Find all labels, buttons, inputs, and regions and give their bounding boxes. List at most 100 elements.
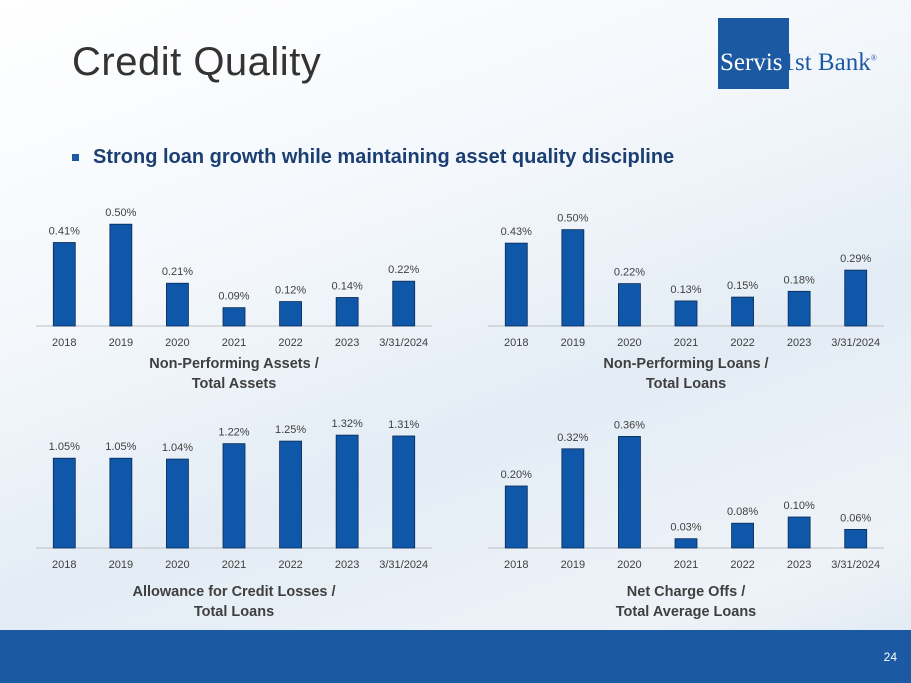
chart-npl-bar-2018 (504, 242, 528, 327)
chart-acl-data-label: 1.31% (388, 419, 419, 431)
chart-acl-data-label: 1.25% (275, 424, 306, 436)
chart-acl-tick-label: 3/31/2024 (379, 559, 428, 571)
footer-bar: 24 (0, 630, 911, 683)
chart-acl-bar-2019 (109, 457, 133, 549)
chart-acl-title: Allowance for Credit Losses / Total Loans (132, 584, 336, 620)
servisfirst-logo: Servis1st Bank® (718, 18, 888, 89)
chart-nco-bar-2023 (787, 516, 811, 549)
chart-acl-svg: 1.05% 2018 1.05% 2019 1.04% 2020 1.22% 2021 1.25… (36, 418, 432, 571)
chart-npl-data-label: 0.18% (784, 274, 815, 286)
bullet-square-icon (72, 154, 79, 161)
chart-acl-data-label: 1.04% (162, 442, 193, 454)
chart-acl-bar-2020 (166, 458, 189, 549)
chart-npa-tick-label: 2022 (278, 337, 302, 349)
chart-nco-data-label: 0.03% (670, 522, 701, 534)
chart-npa-data-label: 0.14% (332, 280, 363, 292)
chart-npl-bar-2022 (731, 296, 754, 327)
chart-nco-bar-2020 (618, 436, 641, 549)
chart-nco-tick-label: 2021 (674, 559, 698, 571)
chart-npa-bar-2018 (52, 242, 76, 327)
chart-npl: 0.43% 2018 0.50% 2019 0.22% 2020 0.13% 2021 0.15… (488, 190, 884, 400)
chart-nco-data-label: 0.20% (501, 469, 532, 481)
chart-npl-tick-label: 2021 (674, 337, 698, 349)
chart-acl-tick-label: 2018 (52, 559, 76, 571)
chart-npa-tick-label: 2020 (165, 337, 189, 349)
chart-npa-title: Non-Performing Assets / Total Assets (149, 356, 319, 392)
chart-nco-tick-label: 2019 (561, 559, 585, 571)
chart-acl-bar-2021 (222, 443, 246, 549)
chart-acl: 1.05% 2018 1.05% 2019 1.04% 2020 1.22% 2021 1.25… (36, 398, 432, 628)
chart-acl-tick-label: 2022 (278, 559, 302, 571)
chart-acl-data-label: 1.22% (218, 427, 249, 439)
chart-npa-tick-label: 3/31/2024 (379, 337, 428, 349)
chart-nco-data-label: 0.10% (784, 500, 815, 512)
chart-npl-data-label: 0.13% (670, 284, 701, 296)
slide-title: Credit Quality (72, 40, 322, 84)
chart-npa-data-label: 0.12% (275, 285, 306, 297)
chart-nco: 0.20% 2018 0.32% 2019 0.36% 2020 0.03% 2021 0.08… (488, 398, 884, 628)
chart-nco-tick-label: 3/31/2024 (831, 559, 880, 571)
chart-npa: 0.41% 2018 0.50% 2019 0.21% 2020 0.09% 2021 0.12… (36, 190, 432, 400)
chart-nco-bar-2019 (561, 448, 585, 549)
chart-npa-data-label: 0.41% (49, 226, 80, 238)
chart-nco-tick-label: 2020 (617, 559, 641, 571)
chart-acl-tick-label: 2019 (109, 559, 133, 571)
chart-npl-tick-label: 2019 (561, 337, 585, 349)
chart-acl-tick-label: 2021 (222, 559, 246, 571)
chart-npa-svg: 0.41% 2018 0.50% 2019 0.21% 2020 0.09% 2021 0.12… (36, 207, 432, 349)
page-number: 24 (883, 650, 897, 664)
chart-npa-bar-2023 (335, 297, 359, 327)
chart-npa-data-label: 0.09% (218, 291, 249, 303)
chart-nco-bar-2021 (674, 538, 698, 549)
chart-nco-data-label: 0.06% (840, 512, 871, 524)
chart-npl-bar-2020 (618, 283, 641, 327)
chart-nco-bar-3/31/2024 (844, 528, 868, 549)
chart-npl-tick-label: 2023 (787, 337, 811, 349)
chart-npl-data-label: 0.50% (557, 213, 588, 225)
chart-npa-tick-label: 2021 (222, 337, 246, 349)
bullet-point: Strong loan growth while maintaining ass… (72, 146, 674, 169)
chart-acl-tick-label: 2020 (165, 559, 189, 571)
chart-acl-bar-2023 (335, 434, 359, 549)
chart-nco-data-label: 0.08% (727, 506, 758, 518)
chart-npa-data-label: 0.21% (162, 266, 193, 278)
chart-npl-tick-label: 2018 (504, 337, 528, 349)
chart-nco-tick-label: 2023 (787, 559, 811, 571)
chart-npa-bar-2019 (109, 223, 133, 327)
chart-acl-data-label: 1.05% (105, 441, 136, 453)
chart-npa-bar-3/31/2024 (392, 280, 416, 327)
chart-nco-svg: 0.20% 2018 0.32% 2019 0.36% 2020 0.03% 2021 0.08… (488, 419, 884, 571)
chart-npa-tick-label: 2019 (109, 337, 133, 349)
chart-acl-data-label: 1.32% (332, 418, 363, 430)
chart-nco-bar-2018 (504, 485, 528, 549)
chart-nco-tick-label: 2022 (730, 559, 754, 571)
chart-npa-bar-2022 (279, 301, 302, 327)
logo-box (718, 18, 789, 89)
chart-npa-tick-label: 2023 (335, 337, 359, 349)
chart-npa-data-label: 0.22% (388, 264, 419, 276)
chart-npa-data-label: 0.50% (105, 207, 136, 219)
chart-npa-bar-2021 (222, 307, 246, 327)
chart-acl-tick-label: 2023 (335, 559, 359, 571)
logo-text: Servis1st Bank® (720, 49, 877, 76)
chart-npl-data-label: 0.43% (501, 226, 532, 238)
chart-npl-data-label: 0.15% (727, 280, 758, 292)
chart-npl-svg: 0.43% 2018 0.50% 2019 0.22% 2020 0.13% 2021 0.15… (488, 213, 884, 349)
chart-npl-bar-3/31/2024 (844, 269, 868, 327)
chart-npl-bar-2021 (674, 300, 698, 327)
chart-acl-bar-2018 (52, 457, 76, 549)
chart-nco-data-label: 0.36% (614, 419, 645, 431)
chart-acl-bar-3/31/2024 (392, 435, 416, 549)
chart-acl-data-label: 1.05% (49, 441, 80, 453)
chart-npa-tick-label: 2018 (52, 337, 76, 349)
chart-acl-bar-2022 (279, 440, 302, 549)
bullet-text: Strong loan growth while maintaining ass… (93, 146, 675, 168)
chart-npa-bar-2020 (166, 282, 189, 327)
chart-npl-bar-2023 (787, 290, 811, 327)
chart-nco-tick-label: 2018 (504, 559, 528, 571)
chart-npl-data-label: 0.29% (840, 253, 871, 265)
chart-npl-data-label: 0.22% (614, 267, 645, 279)
chart-npl-tick-label: 3/31/2024 (831, 337, 880, 349)
chart-npl-tick-label: 2020 (617, 337, 641, 349)
chart-npl-tick-label: 2022 (730, 337, 754, 349)
